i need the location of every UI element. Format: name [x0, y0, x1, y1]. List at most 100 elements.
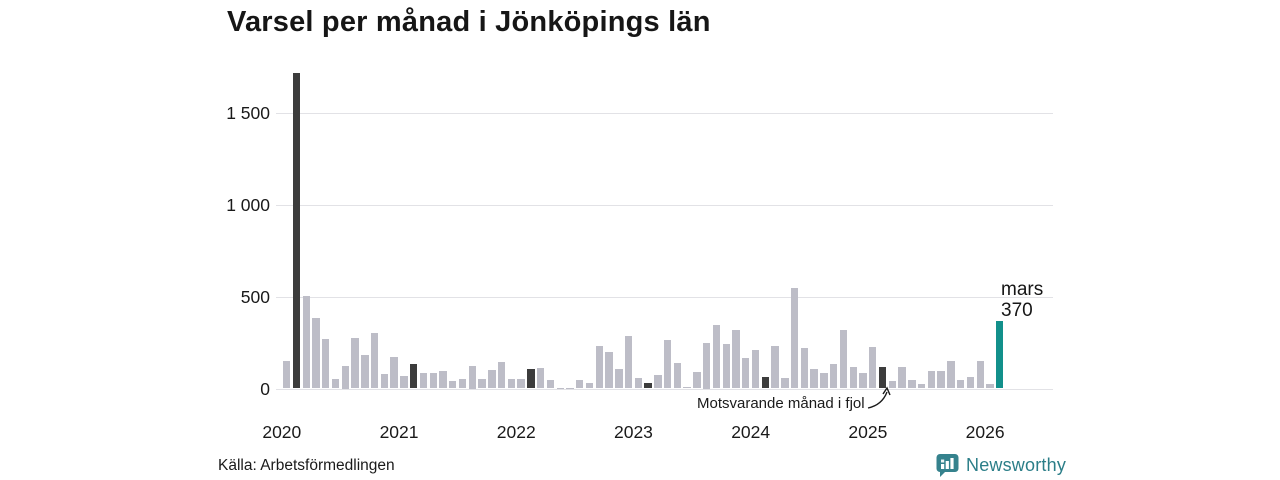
bar-sep-2024	[820, 372, 828, 389]
y-tick-label-0: 0	[260, 378, 270, 399]
bar-feb-2021	[400, 375, 408, 389]
bar-jan-2026	[976, 360, 984, 389]
bar-sep-2025	[937, 371, 945, 389]
bar-sep-2022	[585, 382, 594, 389]
bar-jun-2024	[790, 287, 799, 389]
bar-jul-2025	[917, 383, 926, 389]
bar-okt-2023	[712, 325, 721, 389]
bar-sep-2020	[351, 338, 359, 389]
bar-aug-2023	[693, 371, 701, 389]
bar-jan-2023	[624, 336, 633, 389]
chart-title: Varsel per månad i Jönköpings län	[227, 6, 711, 38]
bar-mar-2020	[292, 72, 301, 389]
bar-feb-2024	[751, 349, 760, 389]
newsworthy-brand: Newsworthy	[936, 453, 1066, 477]
highlight-label: mars 370	[1001, 279, 1043, 321]
bar-nov-2022	[605, 351, 613, 389]
bar-okt-2022	[595, 346, 603, 389]
bar-mar-2025	[878, 367, 887, 389]
bar-maj-2025	[898, 367, 906, 389]
bar-feb-2025	[869, 347, 877, 389]
bar-nov-2021	[488, 370, 496, 389]
gridline-1500	[276, 113, 1053, 115]
x-tick-label-2025: 2025	[848, 422, 888, 442]
x-tick-label-2022: 2022	[496, 422, 536, 442]
bar-apr-2025	[888, 381, 896, 389]
x-tick-label-2021: 2021	[379, 422, 419, 442]
bar-maj-2024	[781, 378, 789, 389]
bar-maj-2022	[546, 380, 555, 389]
x-tick-label-2020: 2020	[262, 422, 302, 442]
bar-aug-2021	[458, 379, 467, 389]
bar-okt-2024	[830, 363, 838, 389]
gridline-0	[276, 388, 1053, 390]
x-tick-label-2024: 2024	[731, 422, 771, 442]
bar-okt-2021	[478, 379, 486, 389]
bar-jan-2024	[742, 358, 750, 389]
bar-aug-2024	[810, 369, 818, 389]
bar-aug-2020	[341, 365, 349, 389]
bar-dec-2022	[615, 369, 623, 389]
bar-nov-2025	[956, 380, 965, 389]
bar-feb-2020	[283, 360, 291, 389]
gridline-1000	[276, 205, 1053, 206]
gridline-500	[276, 296, 1053, 298]
bar-sep-2021	[468, 365, 476, 389]
bar-dec-2025	[966, 376, 975, 389]
bar-jan-2021	[390, 357, 398, 389]
bar-dec-2020	[380, 373, 389, 389]
bar-maj-2021	[429, 372, 437, 389]
highlight-value-label: 370	[1001, 300, 1033, 321]
bar-feb-2023	[634, 378, 643, 389]
bar-mar-2021	[409, 363, 418, 389]
bar-nov-2023	[722, 344, 730, 389]
newsworthy-wordmark: Newsworthy	[966, 454, 1067, 475]
bar-jun-2025	[908, 380, 916, 389]
bar-jul-2021	[449, 381, 457, 389]
bar-jul-2023	[683, 386, 691, 389]
annotation-arrow-icon	[867, 386, 891, 409]
bar-jun-2023	[673, 362, 682, 389]
bar-dec-2024	[849, 367, 857, 389]
y-tick-label-1500: 1 500	[226, 103, 270, 124]
bar-okt-2025	[947, 360, 955, 389]
bar-aug-2022	[576, 380, 584, 389]
highlight-month-label: mars	[1001, 279, 1044, 300]
bar-maj-2023	[663, 339, 672, 389]
bar-sep-2023	[703, 342, 711, 389]
bar-mar-2024	[761, 377, 770, 389]
x-tick-label-2023: 2023	[613, 422, 653, 442]
bar-dec-2021	[497, 361, 506, 389]
bar-mar-2022	[527, 369, 535, 389]
bar-jun-2021	[439, 371, 447, 389]
bar-maj-2020	[312, 317, 320, 389]
bar-dec-2023	[732, 329, 740, 389]
bar-jan-2022	[507, 379, 516, 389]
y-tick-label-1000: 1 000	[226, 195, 270, 215]
bar-nov-2024	[839, 329, 848, 389]
bar-feb-2022	[517, 379, 525, 389]
bar-jan-2025	[859, 372, 867, 389]
bar-mar-2026	[996, 320, 1004, 389]
bar-feb-2026	[986, 383, 994, 389]
y-tick-label-500: 500	[240, 286, 270, 307]
bar-apr-2022	[536, 368, 545, 389]
bar-apr-2021	[419, 372, 428, 389]
x-tick-label-2026: 2026	[965, 422, 1005, 442]
source-label: Källa: Arbetsförmedlingen	[218, 457, 395, 474]
annotation-label: Motsvarande månad i fjol	[697, 395, 865, 412]
bar-apr-2024	[771, 346, 779, 389]
bar-apr-2020	[302, 295, 310, 389]
bar-nov-2020	[370, 333, 379, 389]
bar-apr-2023	[654, 374, 662, 389]
bar-mar-2023	[644, 382, 652, 389]
bar-aug-2025	[927, 371, 936, 389]
newsworthy-logo-icon	[936, 454, 959, 477]
bar-jul-2022	[566, 387, 574, 389]
bar-jul-2024	[800, 348, 809, 389]
bar-jun-2020	[322, 338, 330, 389]
bar-jul-2020	[331, 379, 340, 389]
bar-okt-2020	[361, 355, 369, 389]
bar-jun-2022	[556, 387, 564, 389]
